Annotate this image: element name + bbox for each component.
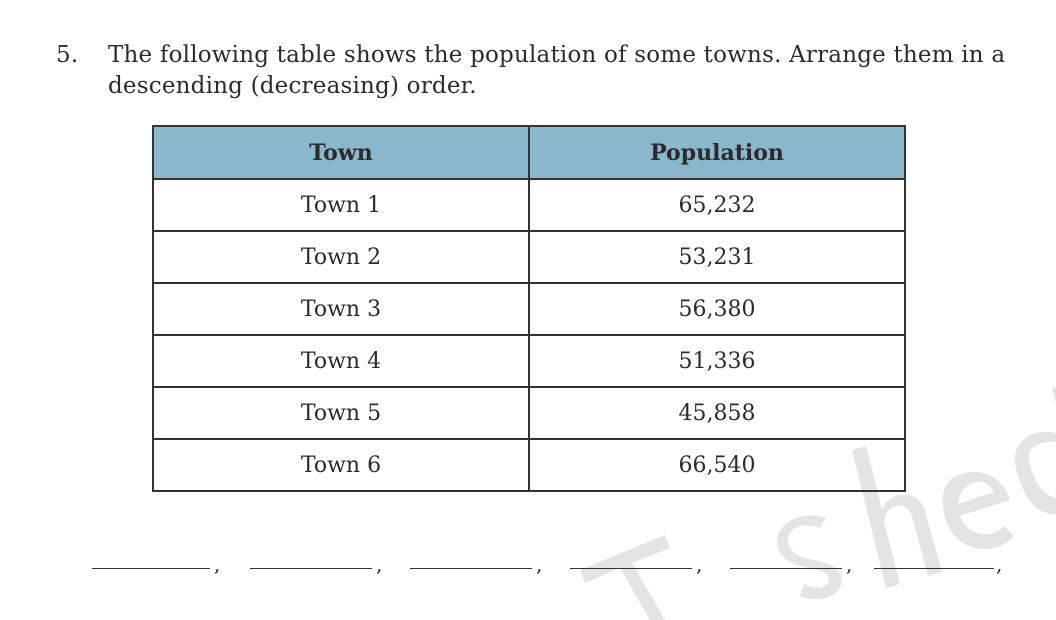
table-header-row: Town Population [152, 125, 906, 180]
answer-separator: , [536, 552, 543, 576]
population-cell: 66,540 [528, 438, 906, 492]
answer-separator: , [696, 552, 703, 576]
answer-blank-2[interactable] [250, 568, 372, 569]
town-cell: Town 4 [152, 334, 530, 388]
answer-separator: , [376, 552, 383, 576]
answer-blank-1[interactable] [92, 568, 210, 569]
population-cell: 65,232 [528, 178, 906, 232]
answer-separator: , [996, 552, 1003, 576]
table-row: Town 4 51,336 [152, 334, 906, 388]
town-cell: Town 1 [152, 178, 530, 232]
table-row: Town 1 65,232 [152, 178, 906, 232]
table-row: Town 5 45,858 [152, 386, 906, 440]
answer-blank-5[interactable] [730, 568, 842, 569]
question-number: 5. [56, 42, 79, 68]
table-row: Town 2 53,231 [152, 230, 906, 284]
population-cell: 53,231 [528, 230, 906, 284]
answer-separator: , [214, 552, 221, 576]
table-row: Town 3 56,380 [152, 282, 906, 336]
answer-blanks: , , , , , , [0, 548, 1056, 578]
town-cell: Town 6 [152, 438, 530, 492]
population-cell: 51,336 [528, 334, 906, 388]
town-cell: Town 3 [152, 282, 530, 336]
column-header-town: Town [152, 125, 530, 180]
town-cell: Town 2 [152, 230, 530, 284]
column-header-population: Population [528, 125, 906, 180]
answer-blank-6[interactable] [874, 568, 994, 569]
table-row: Town 6 66,540 [152, 438, 906, 492]
answer-blank-3[interactable] [410, 568, 532, 569]
population-cell: 45,858 [528, 386, 906, 440]
town-cell: Town 5 [152, 386, 530, 440]
answer-separator: , [846, 552, 853, 576]
question-text: The following table shows the population… [108, 42, 1006, 99]
population-table: Town Population Town 1 65,232 Town 2 53,… [152, 125, 906, 492]
population-cell: 56,380 [528, 282, 906, 336]
answer-blank-4[interactable] [570, 568, 692, 569]
